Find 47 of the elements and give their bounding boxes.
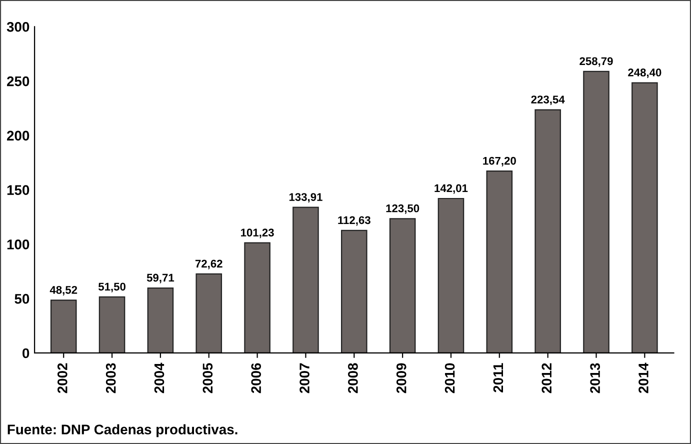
bar bbox=[147, 287, 174, 353]
y-tick-label: 0 bbox=[22, 348, 30, 358]
x-tick-label: 2013 bbox=[590, 363, 600, 394]
x-tick-label: 2006 bbox=[251, 363, 262, 394]
data-label: 223,54 bbox=[531, 96, 565, 106]
y-tick-label: 150 bbox=[7, 185, 30, 195]
x-tick-label: 2004 bbox=[154, 362, 164, 394]
data-label: 101,23 bbox=[241, 228, 274, 238]
y-tick-label: 100 bbox=[7, 240, 30, 250]
x-tick-label: 2002 bbox=[57, 363, 68, 394]
bar bbox=[196, 273, 222, 353]
data-label: 133,91 bbox=[289, 193, 322, 203]
bar bbox=[98, 296, 126, 353]
data-label: 72,62 bbox=[195, 260, 222, 270]
x-tick-label: 2005 bbox=[202, 363, 213, 394]
x-tick-label: 2014 bbox=[638, 362, 648, 394]
data-label: 123,50 bbox=[386, 204, 420, 214]
bar bbox=[340, 230, 368, 353]
data-label: 248,40 bbox=[628, 68, 662, 78]
data-label: 258,79 bbox=[580, 57, 613, 67]
x-tick-label: 2011 bbox=[493, 363, 504, 392]
x-tick-label: 2009 bbox=[396, 363, 406, 394]
source-note: Fuente: DNP Cadenas productivas. bbox=[8, 424, 238, 438]
x-tick-label: 2010 bbox=[444, 363, 455, 394]
data-label: 48,52 bbox=[50, 286, 78, 296]
x-tick-label: 2003 bbox=[106, 363, 116, 394]
y-tick-label: 50 bbox=[14, 294, 30, 304]
data-label: 51,50 bbox=[98, 282, 126, 292]
bar bbox=[389, 218, 416, 353]
x-tick-label: 2008 bbox=[348, 363, 358, 394]
x-tick-label: 2007 bbox=[300, 363, 310, 394]
data-label: 59,71 bbox=[146, 274, 174, 284]
y-tick-label: 300 bbox=[6, 22, 30, 32]
bar bbox=[292, 206, 319, 353]
data-label: 112,63 bbox=[338, 216, 370, 226]
bar bbox=[50, 300, 77, 353]
bar bbox=[534, 109, 561, 353]
bar bbox=[486, 170, 513, 353]
data-label: 142,01 bbox=[434, 184, 468, 194]
y-tick-label: 200 bbox=[7, 130, 30, 141]
bar bbox=[438, 198, 464, 353]
data-label: 167,20 bbox=[483, 156, 516, 166]
y-tick-label: 250 bbox=[7, 76, 30, 86]
bar bbox=[632, 82, 658, 353]
x-tick-label: 2012 bbox=[542, 363, 552, 394]
bar bbox=[244, 242, 270, 353]
bar bbox=[583, 70, 610, 353]
